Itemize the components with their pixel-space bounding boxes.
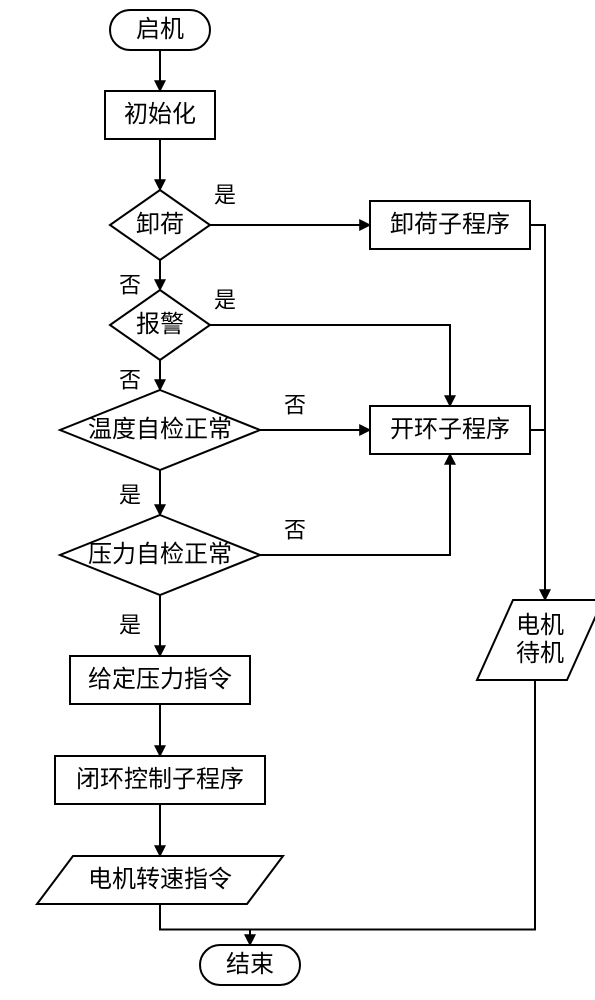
- edge-label: 是: [119, 483, 141, 508]
- svg-text:电机: 电机: [516, 612, 564, 639]
- unload_decision: 卸荷: [110, 190, 210, 260]
- closedloop_sub: 闭环控制子程序: [55, 756, 265, 804]
- svg-text:启机: 启机: [136, 16, 184, 43]
- pressure_decision: 压力自检正常: [60, 515, 260, 595]
- edge-label: 否: [284, 518, 306, 543]
- edge-label: 否: [119, 273, 141, 298]
- svg-text:结束: 结束: [226, 951, 274, 978]
- svg-text:卸荷: 卸荷: [136, 211, 184, 238]
- init: 初始化: [105, 91, 215, 139]
- svg-text:开环子程序: 开环子程序: [390, 416, 510, 443]
- svg-text:待机: 待机: [516, 640, 564, 667]
- svg-text:闭环控制子程序: 闭环控制子程序: [76, 766, 244, 793]
- unload_sub: 卸荷子程序: [370, 201, 530, 249]
- edge-label: 否: [284, 393, 306, 418]
- alarm_decision: 报警: [110, 290, 210, 360]
- edge-label: 否: [119, 368, 141, 393]
- svg-text:给定压力指令: 给定压力指令: [88, 666, 232, 693]
- svg-text:初始化: 初始化: [124, 101, 196, 128]
- svg-text:温度自检正常: 温度自检正常: [88, 416, 232, 443]
- edge-label: 是: [214, 183, 236, 208]
- edge-label: 是: [214, 288, 236, 313]
- temp_decision: 温度自检正常: [60, 390, 260, 470]
- edge-label: 是: [119, 613, 141, 638]
- start: 启机: [110, 10, 210, 50]
- motor_speed: 电机转速指令: [37, 856, 283, 904]
- svg-text:卸荷子程序: 卸荷子程序: [390, 211, 510, 238]
- pressure_cmd: 给定压力指令: [70, 656, 250, 704]
- svg-text:压力自检正常: 压力自检正常: [88, 541, 232, 568]
- end: 结束: [200, 945, 300, 985]
- svg-text:报警: 报警: [136, 311, 184, 338]
- openloop_sub: 开环子程序: [370, 406, 530, 454]
- svg-text:电机转速指令: 电机转速指令: [88, 866, 232, 893]
- motor_standby: 电机待机: [477, 600, 595, 680]
